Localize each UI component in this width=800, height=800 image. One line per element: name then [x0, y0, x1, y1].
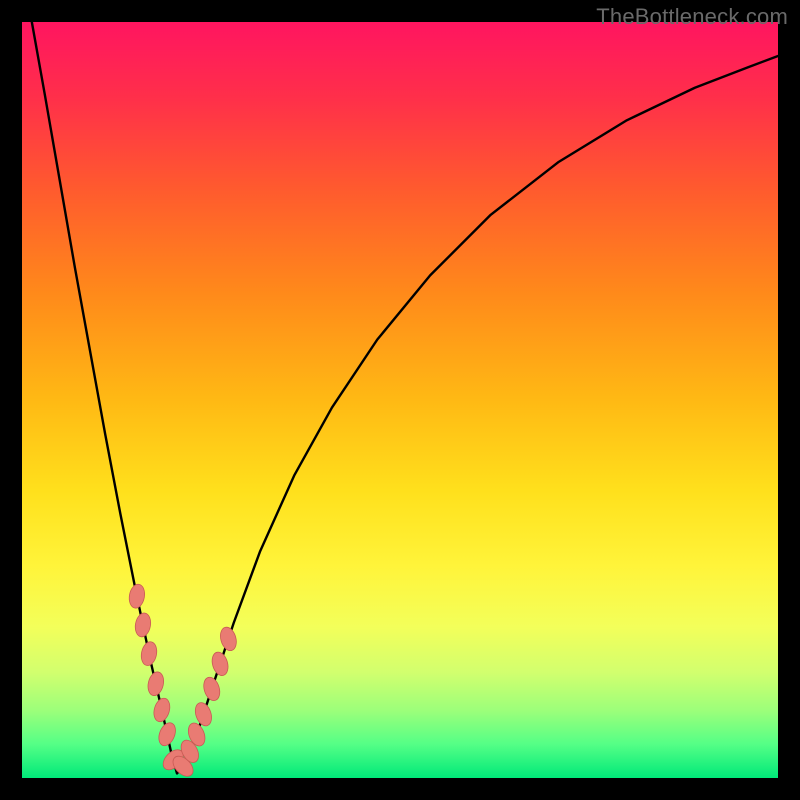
watermark-text: TheBottleneck.com [596, 4, 788, 30]
plot-background [22, 22, 778, 778]
chart-canvas: TheBottleneck.com [0, 0, 800, 800]
